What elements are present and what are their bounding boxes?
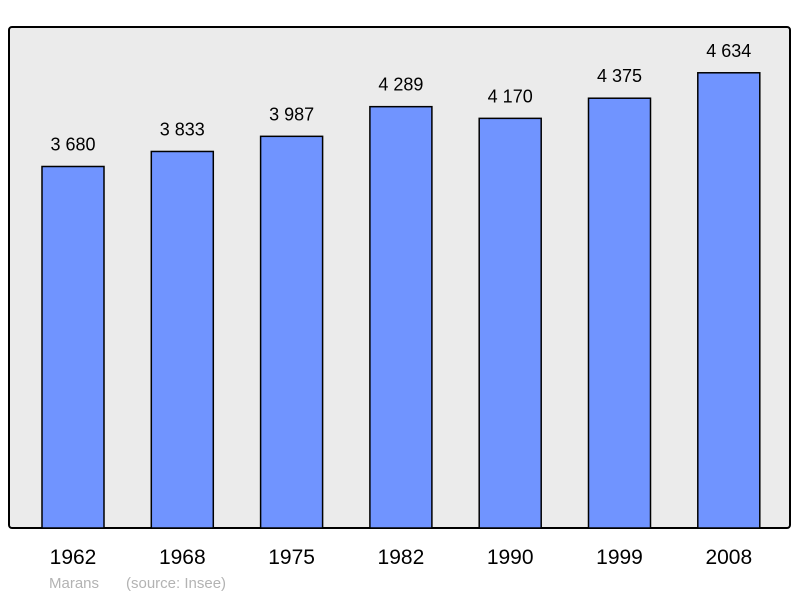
source-label: (source: Insee)	[126, 575, 227, 592]
bar-2008	[697, 72, 761, 529]
place-label: Marans	[49, 575, 100, 592]
value-label-1968: 3 833	[160, 119, 205, 139]
value-label-1999: 4 375	[597, 66, 642, 86]
x-tick-label-1975: 1975	[268, 546, 315, 569]
x-tick-label-1982: 1982	[378, 546, 425, 569]
bar-1968	[150, 150, 215, 529]
x-tick-label-1968: 1968	[159, 546, 206, 569]
x-tick-label-1962: 1962	[50, 546, 97, 569]
bar-1999	[587, 97, 652, 529]
value-label-1962: 3 680	[50, 134, 95, 154]
bar-1975	[259, 135, 324, 529]
x-tick-label-1990: 1990	[487, 546, 534, 569]
x-tick-label-2008: 2008	[705, 546, 752, 569]
x-tick-label-1999: 1999	[596, 546, 643, 569]
bar-1962	[41, 165, 105, 529]
value-label-1990: 4 170	[488, 86, 533, 106]
value-label-1975: 3 987	[269, 104, 314, 124]
bar-1982	[369, 105, 433, 529]
bar-1990	[478, 117, 542, 529]
value-label-1982: 4 289	[378, 75, 423, 95]
value-label-2008: 4 634	[706, 41, 751, 61]
